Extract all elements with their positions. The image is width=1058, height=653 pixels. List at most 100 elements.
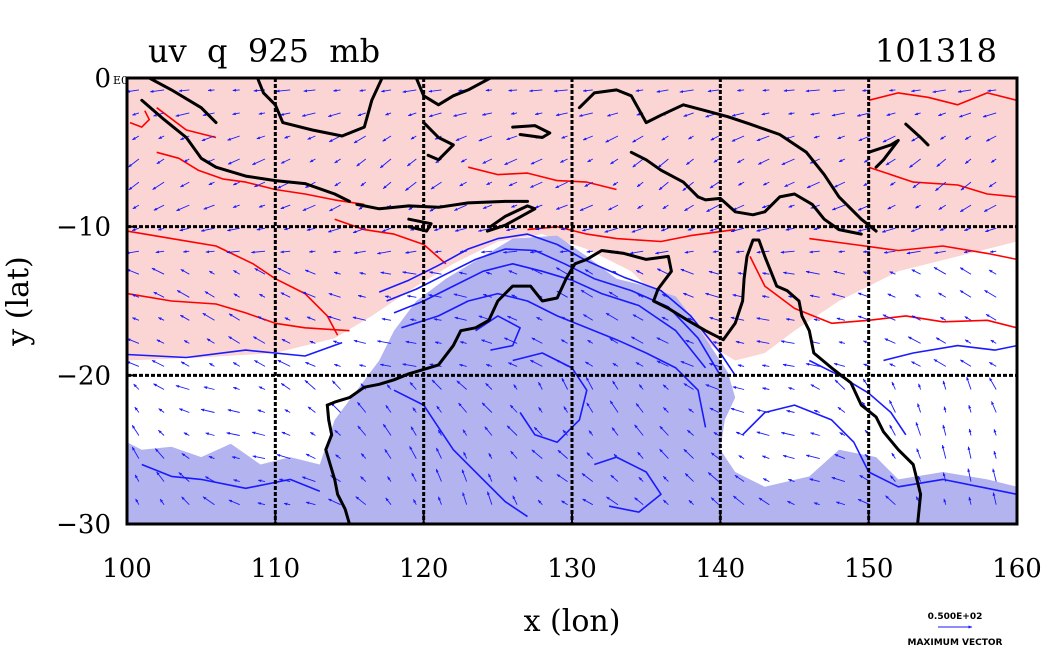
- wind-vector: [409, 382, 417, 390]
- wind-vector: [964, 339, 972, 344]
- axis-ticks: [126, 77, 1018, 525]
- wind-vector: [761, 204, 770, 209]
- coastline: [422, 121, 455, 162]
- wind-vector: [359, 88, 366, 92]
- x-tick-label: 150: [844, 554, 894, 584]
- wind-vector: [911, 269, 921, 275]
- wind-vector: [632, 314, 644, 321]
- wind-vector: [731, 135, 745, 142]
- wind-vector: [384, 295, 392, 299]
- wind-vector: [712, 250, 719, 254]
- wind-vector: [891, 452, 896, 459]
- wind-vector: [559, 158, 568, 163]
- wind-vector: [153, 204, 165, 211]
- coastline: [140, 98, 351, 203]
- wind-vector: [379, 363, 392, 367]
- wind-vector: [561, 377, 569, 390]
- coastline: [867, 138, 900, 169]
- wind-vector: [631, 227, 644, 233]
- wind-vector: [157, 227, 165, 231]
- wind-vector: [154, 448, 165, 459]
- wind-vector: [305, 361, 316, 367]
- wind-vector: [559, 250, 568, 254]
- wind-vector: [581, 227, 593, 232]
- coastline: [325, 238, 923, 524]
- wind-vector: [634, 497, 644, 506]
- wind-vector: [204, 291, 215, 298]
- wind-vector: [610, 474, 619, 482]
- wind-vector: [662, 204, 669, 210]
- wind-vector: [735, 340, 745, 344]
- coastline: [696, 192, 863, 236]
- wind-vector: [131, 227, 140, 232]
- wind-vector: [502, 250, 518, 254]
- wind-vector: [155, 250, 165, 254]
- wind-vector: [635, 89, 644, 93]
- wind-vector: [737, 272, 745, 275]
- wind-vector: [606, 112, 619, 117]
- wind-vector: [805, 270, 820, 275]
- wind-vector: [584, 181, 594, 187]
- coastline: [629, 150, 700, 199]
- wind-vector: [941, 444, 947, 459]
- wind-vector: [916, 448, 922, 459]
- wind-vector: [680, 360, 694, 367]
- wind-vector: [663, 407, 669, 413]
- wind-vector: [463, 451, 468, 459]
- wind-vector: [305, 501, 316, 506]
- wind-vector: [657, 158, 669, 168]
- wind-vector: [561, 316, 568, 321]
- wind-vector: [612, 380, 619, 390]
- wind-vector: [382, 423, 392, 436]
- wind-vector: [709, 181, 720, 189]
- wind-vector: [411, 472, 417, 482]
- wind-vector: [555, 204, 568, 210]
- wind-vector: [382, 181, 392, 189]
- wind-vector: [382, 135, 392, 142]
- wind-vector: [684, 204, 694, 212]
- wind-vector: [402, 89, 417, 94]
- wind-vector: [989, 250, 997, 254]
- wind-vector: [434, 250, 442, 254]
- wind-vector: [967, 468, 972, 482]
- wind-vector: [360, 181, 367, 187]
- wind-vector: [513, 384, 518, 390]
- wind-vector: [379, 158, 392, 169]
- wind-vector: [228, 313, 240, 321]
- wind-vector: [688, 408, 694, 413]
- wind-vector: [330, 402, 341, 413]
- wind-vector: [486, 181, 493, 186]
- wind-vector: [405, 340, 417, 344]
- wind-vector: [656, 89, 669, 93]
- wind-vector: [610, 158, 619, 165]
- wind-vector: [661, 135, 669, 141]
- wind-vector: [660, 227, 669, 232]
- wind-vector: [275, 89, 291, 93]
- wind-vector: [176, 204, 190, 212]
- wind-vector: [661, 316, 669, 321]
- wind-vector: [836, 317, 846, 321]
- wind-vector: [915, 421, 922, 436]
- wind-vector: [460, 158, 467, 163]
- wind-vector: [758, 497, 770, 506]
- wind-vector: [183, 158, 190, 163]
- wind-vector: [202, 496, 215, 506]
- wind-vector: [353, 250, 366, 255]
- wind-vector: [157, 317, 165, 321]
- wind-vector: [833, 181, 846, 188]
- wind-vector: [302, 291, 316, 298]
- wind-vector: [886, 112, 896, 116]
- wind-vector: [907, 336, 921, 344]
- x-tick-label: 130: [547, 554, 597, 584]
- wind-vector: [280, 383, 291, 390]
- wind-vector: [352, 227, 366, 234]
- wind-vector: [988, 269, 997, 275]
- wind-vector: [684, 250, 694, 254]
- wind-vector: [630, 336, 644, 344]
- wind-vector: [987, 89, 997, 93]
- wind-vector: [584, 269, 594, 275]
- wind-vector: [963, 250, 972, 254]
- wind-vector: [252, 158, 266, 166]
- wind-vector: [127, 268, 140, 275]
- wind-vector: [431, 379, 442, 390]
